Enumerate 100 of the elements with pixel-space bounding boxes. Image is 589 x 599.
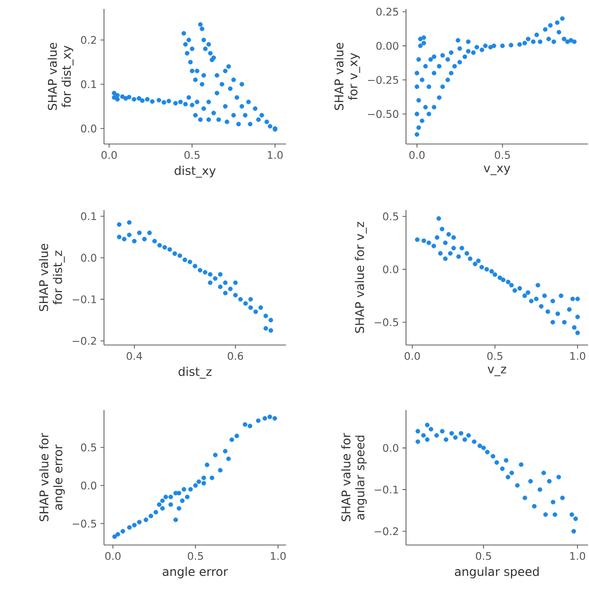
- x-tick-label: 1.0: [570, 552, 586, 560]
- point: [522, 293, 527, 298]
- point: [552, 512, 558, 517]
- point: [192, 264, 198, 268]
- point: [509, 282, 514, 288]
- point: [230, 437, 234, 442]
- point: [272, 416, 278, 421]
- point: [182, 487, 186, 492]
- point: [504, 458, 508, 463]
- point: [238, 297, 243, 302]
- y-tick-label: 0.1: [81, 80, 96, 88]
- point: [490, 454, 496, 459]
- point: [489, 269, 494, 274]
- point: [226, 456, 231, 462]
- y-tick-label: 0.1: [81, 212, 96, 220]
- y-tick-label: 0.0: [383, 444, 398, 452]
- point: [546, 309, 550, 314]
- point: [451, 246, 456, 250]
- point: [440, 226, 444, 232]
- y-tick-label: −0.5: [72, 520, 96, 528]
- point: [178, 253, 182, 258]
- point: [168, 494, 174, 500]
- point: [575, 314, 580, 320]
- point: [210, 476, 214, 480]
- point: [500, 278, 506, 282]
- point: [479, 264, 484, 270]
- y-axis-title: SHAP value for v_z: [354, 222, 367, 333]
- point: [147, 230, 152, 236]
- point: [218, 272, 223, 277]
- point: [262, 416, 268, 421]
- point: [529, 298, 534, 304]
- point: [506, 474, 510, 480]
- point: [431, 244, 436, 248]
- point: [160, 506, 165, 511]
- point: [498, 275, 502, 280]
- point: [458, 431, 464, 436]
- point: [116, 222, 122, 227]
- point: [509, 470, 514, 476]
- point: [160, 498, 165, 504]
- point: [163, 494, 168, 500]
- point: [414, 237, 420, 242]
- point: [536, 282, 540, 288]
- point: [234, 434, 240, 438]
- y-tick-label: −0.2: [72, 336, 96, 345]
- point: [120, 528, 126, 534]
- y-axis-title: SHAP value for angle error: [39, 432, 65, 522]
- point: [448, 251, 453, 256]
- point: [434, 433, 439, 438]
- x-tick-label: 0.0: [404, 352, 420, 360]
- point: [575, 296, 580, 302]
- point: [570, 512, 574, 517]
- point: [176, 506, 182, 511]
- y-tick-label: −0.1: [374, 486, 398, 494]
- point: [167, 247, 172, 252]
- point: [263, 314, 268, 318]
- point: [543, 512, 548, 517]
- point: [116, 532, 120, 537]
- point: [218, 468, 223, 473]
- point: [256, 418, 261, 423]
- point: [541, 470, 546, 476]
- point: [532, 504, 537, 509]
- point: [126, 220, 132, 225]
- y-tick-label: 0.0: [81, 254, 96, 262]
- y-tick-label: 0.2: [81, 36, 96, 44]
- point: [575, 330, 580, 336]
- point: [223, 280, 228, 285]
- point: [201, 476, 206, 480]
- point: [485, 450, 490, 454]
- x-axis-title: v_xy: [484, 166, 510, 176]
- point: [494, 460, 500, 465]
- point: [127, 525, 132, 530]
- point: [517, 286, 522, 291]
- x-tick-label: 0.0: [102, 151, 117, 159]
- point: [168, 502, 174, 507]
- point: [126, 232, 132, 238]
- point: [112, 534, 117, 539]
- point: [201, 480, 206, 486]
- point: [528, 478, 533, 484]
- point: [449, 431, 454, 436]
- x-axis-title: angular speed: [454, 566, 539, 578]
- point: [571, 528, 576, 534]
- point: [550, 500, 556, 504]
- y-axis-title: SHAP value for dist_xy: [48, 42, 74, 110]
- point: [243, 301, 248, 306]
- point: [462, 437, 468, 442]
- point: [157, 243, 162, 248]
- x-tick-label: 0.6: [228, 352, 244, 360]
- point: [172, 251, 178, 256]
- point: [156, 502, 162, 507]
- point: [188, 260, 192, 264]
- point: [453, 435, 458, 440]
- point: [451, 235, 456, 240]
- x-axis-title: v_z: [488, 366, 506, 376]
- point: [208, 272, 212, 277]
- point: [506, 280, 510, 284]
- point: [526, 290, 530, 295]
- point: [560, 496, 565, 500]
- point: [122, 236, 127, 242]
- point: [468, 256, 472, 261]
- point: [481, 446, 486, 450]
